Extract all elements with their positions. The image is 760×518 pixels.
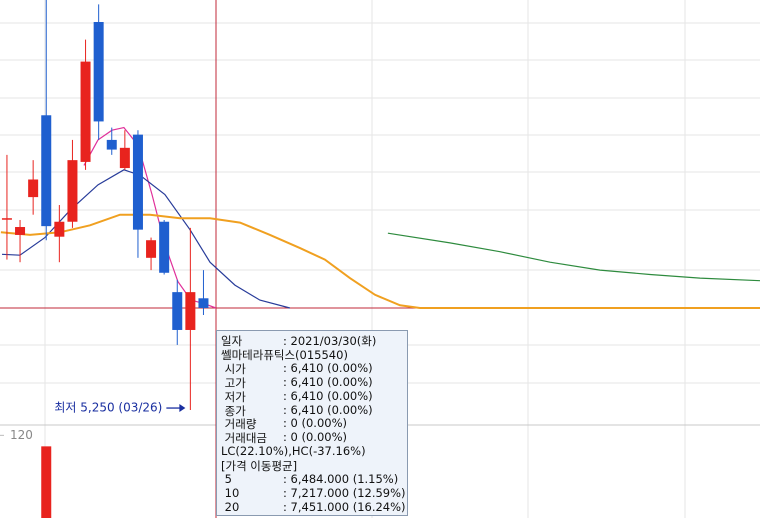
candle-body	[146, 240, 157, 258]
tooltip-label: 고가	[221, 375, 246, 390]
tooltip-label: LC(22.10%),HC(-37.16%)	[221, 444, 366, 459]
tooltip-label: [가격 이동평균]	[221, 459, 298, 474]
annotation-arrowhead	[179, 404, 186, 413]
tooltip-value: : 2021/03/30(화)	[283, 334, 377, 348]
candle-body	[67, 160, 78, 222]
volume-bar	[41, 446, 52, 518]
candle-body	[41, 115, 52, 227]
candle-body	[80, 61, 91, 162]
candle-body	[93, 21, 104, 122]
tooltip-value: : 6,410 (0.00%)	[283, 374, 373, 389]
candle-body	[1, 218, 12, 220]
candle-body	[54, 221, 65, 237]
candle-body	[28, 179, 39, 198]
tooltip-label: 종가	[221, 403, 246, 418]
tooltip-value: : 0 (0.00%)	[283, 416, 348, 431]
tooltip-value: : 6,484.000 (1.15%)	[283, 472, 399, 486]
tooltip-label: 쎌마테라퓨틱스(015540)	[221, 347, 348, 362]
candle-body	[185, 292, 196, 330]
candle-body	[198, 298, 209, 308]
tooltip-label: 20	[221, 499, 240, 514]
volume-tick-label: 120	[10, 428, 33, 442]
candle-body	[172, 292, 183, 330]
tooltip-value: : 7,217.000 (12.59%)	[283, 485, 406, 500]
tooltip-label: 시가	[221, 361, 246, 376]
tooltip-value: : 0 (0.00%)	[283, 430, 348, 445]
annotation-text: 최저 5,250 (03/26)	[54, 401, 162, 415]
moving-average-line	[387, 232, 760, 282]
candle-body	[15, 227, 26, 235]
candle-body	[132, 134, 143, 230]
tooltip-label: 저가	[221, 389, 246, 404]
tooltip-value: : 6,410 (0.00%)	[283, 402, 373, 417]
moving-average-line	[0, 213, 760, 309]
candle-body	[106, 139, 117, 150]
tooltip-value: : 6,410 (0.00%)	[283, 360, 373, 375]
tooltip-label: 10	[221, 485, 240, 500]
tooltip-label: 일자	[221, 334, 243, 348]
candle-body	[159, 221, 170, 273]
tooltip-value: : 6,410 (0.00%)	[283, 388, 373, 403]
tooltip-value: : 7,451.000 (16.24%)	[283, 499, 406, 514]
candle-body	[119, 147, 130, 169]
tooltip-label: 거래량	[221, 417, 257, 432]
tooltip: 일자 : 2021/03/30(화) 쎌마테라퓨틱스(015540) 시가 : 6,4…	[216, 330, 408, 516]
tooltip-label: 거래대금	[221, 431, 267, 446]
tooltip-label: 5	[221, 472, 232, 486]
